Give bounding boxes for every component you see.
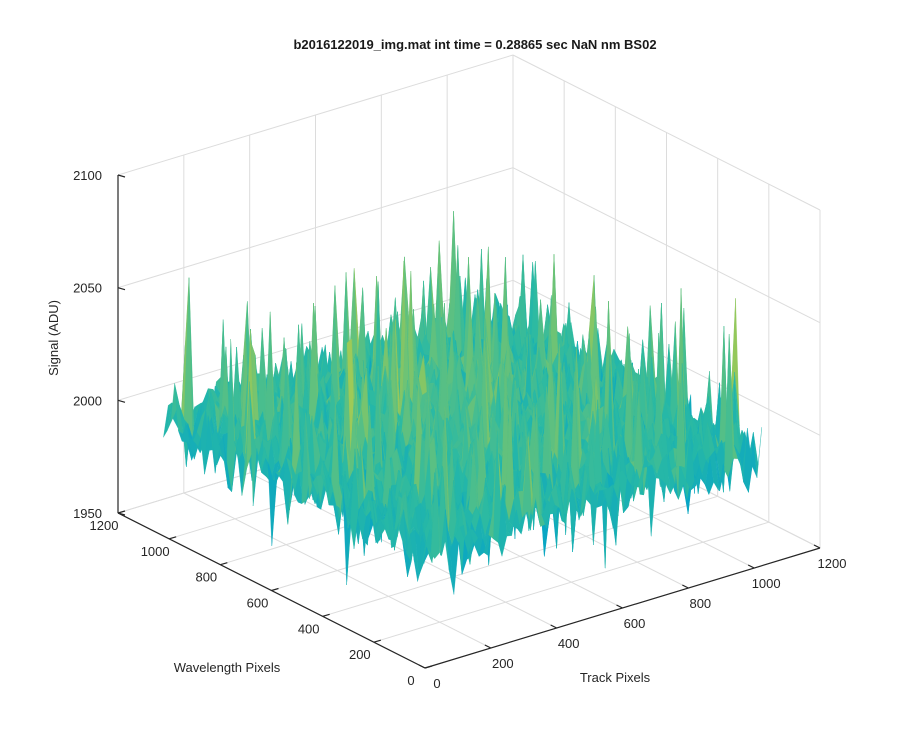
backwall-grid-z-2 (117, 167, 514, 289)
x-tick-label: 1200 (818, 556, 847, 571)
floor-grid-y-1 (373, 521, 769, 643)
y-axis-label: Wavelength Pixels (174, 660, 281, 675)
x-tick-mark (484, 644, 492, 649)
z-tick-label: 2050 (73, 281, 102, 296)
y-tick-label: 800 (195, 570, 217, 585)
y-tick-label: 0 (407, 673, 414, 688)
y-tick-mark (424, 665, 433, 669)
x-tick-mark (813, 544, 821, 549)
sidewall-grid-z-3 (512, 54, 821, 211)
y-tick-label: 1000 (141, 544, 170, 559)
z-tick-mark (117, 399, 126, 403)
x-tick-label: 600 (624, 616, 646, 631)
surface-cell (647, 464, 657, 537)
z-axis-label: Signal (ADU) (46, 300, 61, 376)
surface-mesh (163, 211, 762, 595)
surface-cell (589, 485, 599, 546)
y-tick-label: 400 (298, 621, 320, 636)
x-tick-mark (682, 584, 689, 589)
y-tick-mark (373, 639, 381, 643)
z-tick-label: 1950 (73, 506, 102, 521)
x-tick-label: 0 (433, 676, 440, 691)
z-tick-label: 2100 (73, 168, 102, 183)
x-axis-label: Track Pixels (580, 670, 651, 685)
z-tick-mark (117, 287, 126, 291)
x-tick-label: 800 (689, 596, 711, 611)
x-tick-mark (418, 664, 426, 669)
z-tick-mark (117, 174, 126, 178)
y-tick-mark (220, 562, 228, 566)
x-tick-mark (550, 624, 557, 629)
z-axis-ticks: 1950 2000 2050 2100 (73, 168, 126, 521)
y-tick-mark (169, 536, 177, 540)
x-tick-label: 1000 (752, 576, 781, 591)
y-tick-mark (322, 613, 330, 617)
x-tick-mark (616, 604, 623, 609)
y-tick-label: 200 (349, 647, 371, 662)
x-tick-mark (747, 564, 755, 569)
z-tick-label: 2000 (73, 393, 102, 408)
sidewall-grid-z-2 (512, 167, 821, 324)
y-tick-mark (271, 587, 279, 592)
x-tick-label: 400 (558, 636, 580, 651)
y-tick-label: 600 (247, 596, 269, 611)
sidewall-grid-z-1 (512, 279, 821, 436)
chart-title: b2016122019_img.mat int time = 0.28865 s… (293, 37, 656, 52)
backwall-grid-z-3 (117, 54, 514, 176)
x-tick-label: 200 (492, 656, 514, 671)
